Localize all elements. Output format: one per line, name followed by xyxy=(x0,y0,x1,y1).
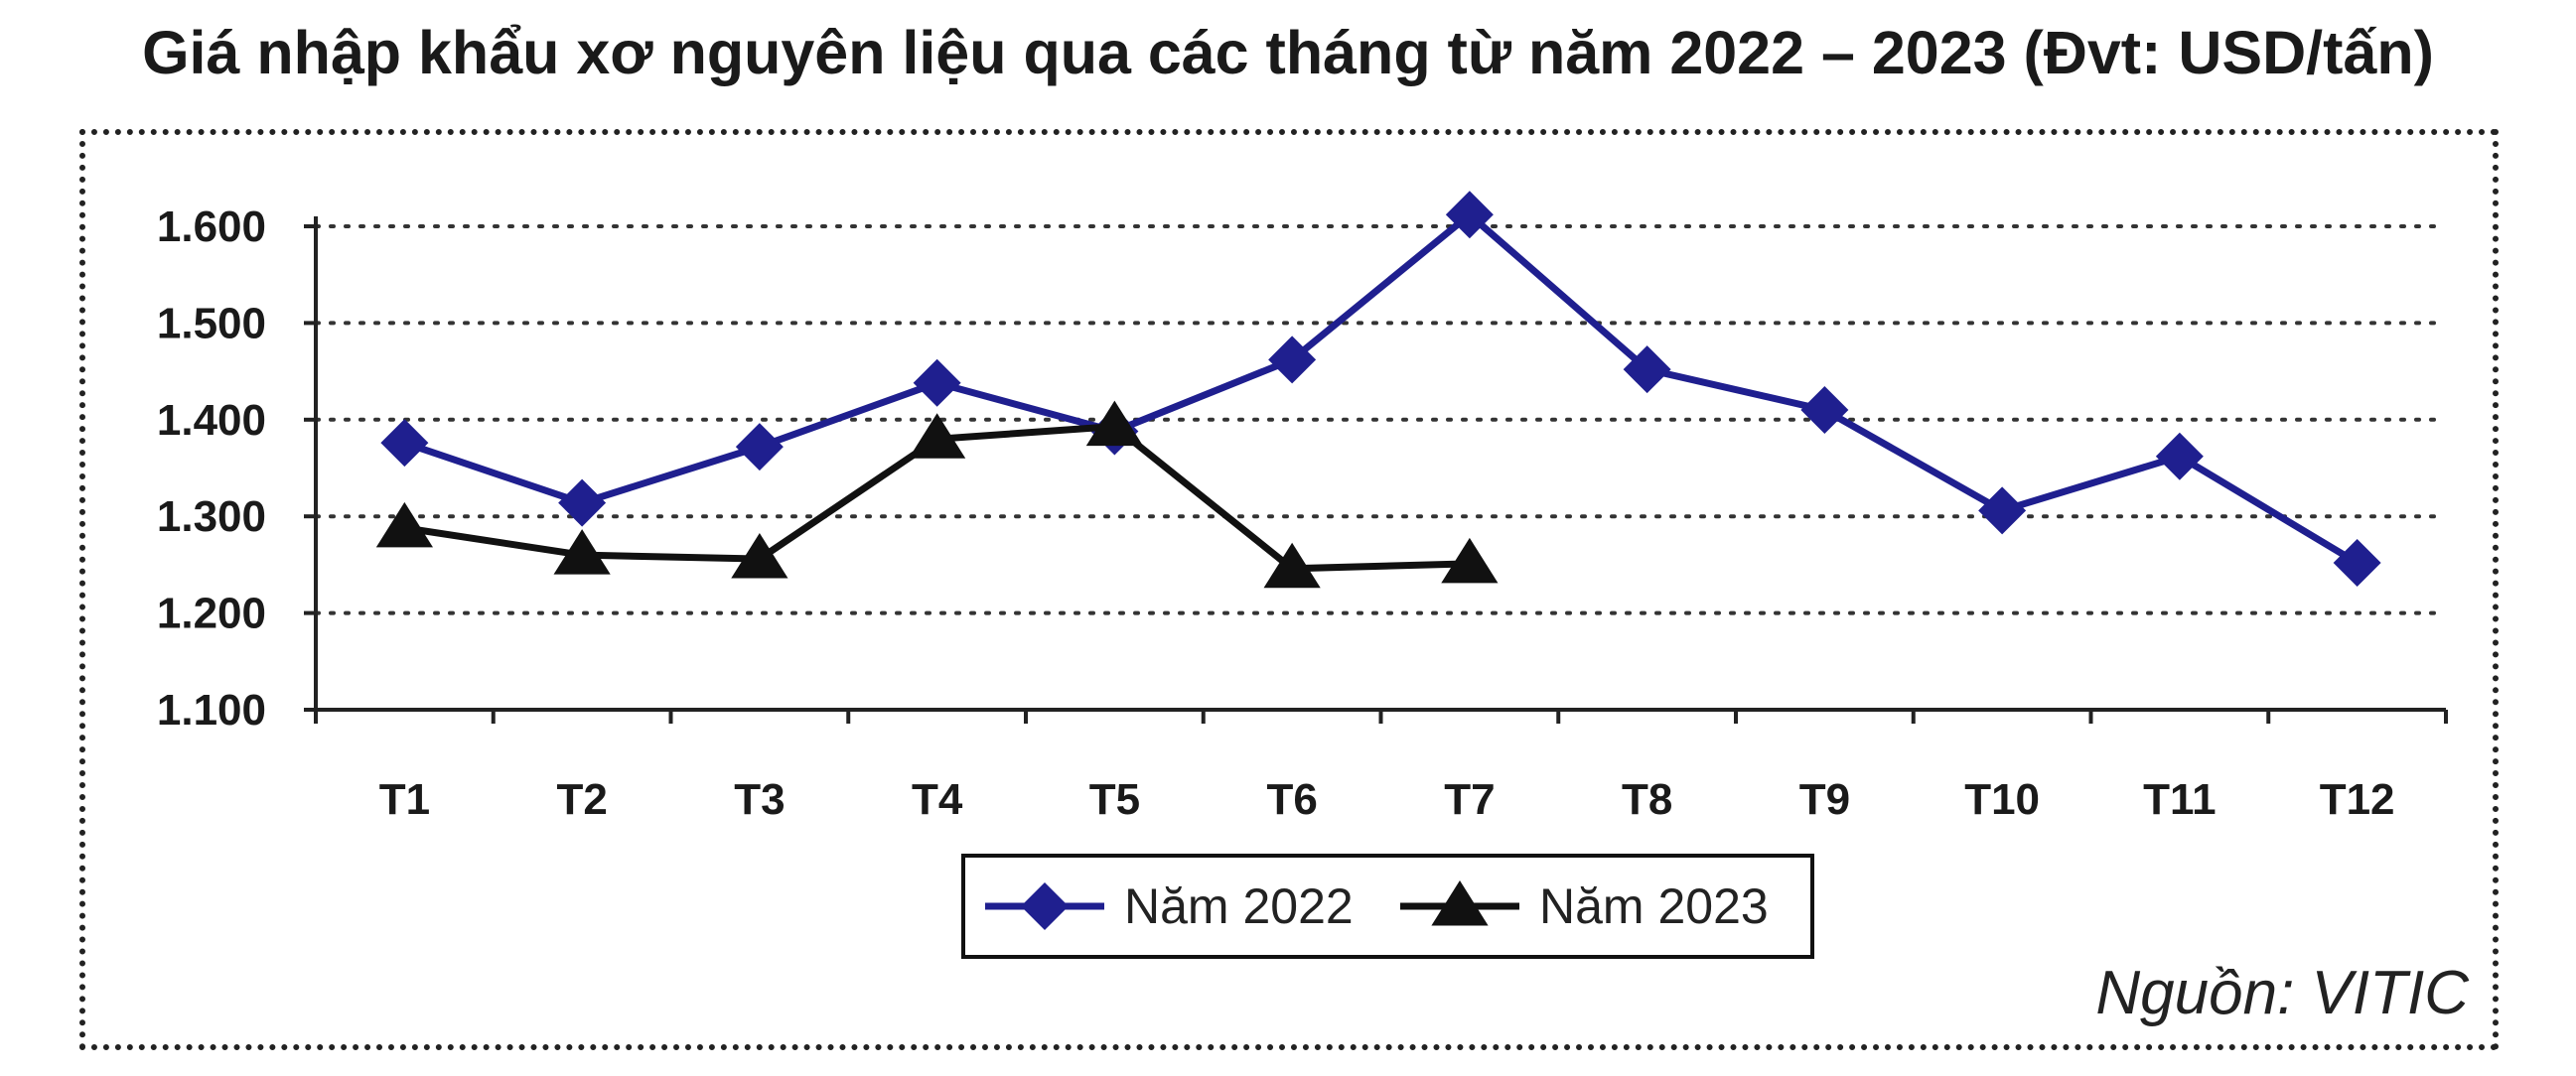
x-tick-label: T1 xyxy=(379,775,430,824)
data-point-triangle xyxy=(553,529,611,575)
y-tick-label: 1.100 xyxy=(157,686,266,735)
x-tick-label: T3 xyxy=(734,775,785,824)
x-tick-label: T2 xyxy=(556,775,607,824)
x-tick-label: T9 xyxy=(1799,775,1850,824)
legend-box xyxy=(961,854,1814,959)
data-point-diamond xyxy=(735,423,784,471)
source-note: Nguồn: VITIC xyxy=(2095,959,2469,1027)
series-line-1 xyxy=(403,209,2360,566)
data-point-triangle xyxy=(1441,537,1499,584)
data-point-diamond xyxy=(1623,345,1671,394)
legend-marker-triangle xyxy=(1431,880,1489,926)
data-point-diamond xyxy=(1800,386,1849,435)
y-tick-label: 1.600 xyxy=(157,202,266,251)
x-tick-label: T11 xyxy=(2143,775,2216,824)
x-tick-label: T8 xyxy=(1622,775,1672,824)
y-tick-label: 1.300 xyxy=(157,492,266,541)
x-tick-label: T12 xyxy=(2320,775,2395,824)
data-point-diamond xyxy=(558,478,607,527)
y-tick-label: 1.400 xyxy=(157,396,266,445)
data-point-diamond xyxy=(2333,538,2381,587)
data-point-diamond xyxy=(1978,486,2027,535)
x-tick-label: T5 xyxy=(1089,775,1140,824)
data-point-triangle xyxy=(1085,400,1143,447)
x-tick-label: T4 xyxy=(912,775,963,824)
legend-marker-diamond xyxy=(1021,882,1069,930)
chart-title: Giá nhập khẩu xơ nguyên liệu qua các thá… xyxy=(142,19,2434,86)
data-point-diamond xyxy=(1268,336,1317,384)
chart-frame xyxy=(79,129,2499,1050)
data-point-triangle xyxy=(909,413,966,459)
data-point-triangle xyxy=(731,533,788,579)
y-tick-label: 1.200 xyxy=(157,590,266,638)
legend-label: Năm 2023 xyxy=(1539,878,1769,934)
data-point-diamond xyxy=(380,419,429,468)
data-point-diamond xyxy=(2155,432,2204,480)
data-point-triangle xyxy=(375,501,433,548)
data-point-triangle xyxy=(1263,542,1321,589)
x-tick-label: T6 xyxy=(1266,775,1317,824)
legend-label: Năm 2022 xyxy=(1124,878,1354,934)
x-tick-label: T7 xyxy=(1444,775,1495,824)
y-tick-label: 1.500 xyxy=(157,299,266,347)
x-tick-label: T10 xyxy=(1964,775,2040,824)
data-point-diamond xyxy=(913,358,961,407)
data-point-diamond xyxy=(1445,191,1494,239)
